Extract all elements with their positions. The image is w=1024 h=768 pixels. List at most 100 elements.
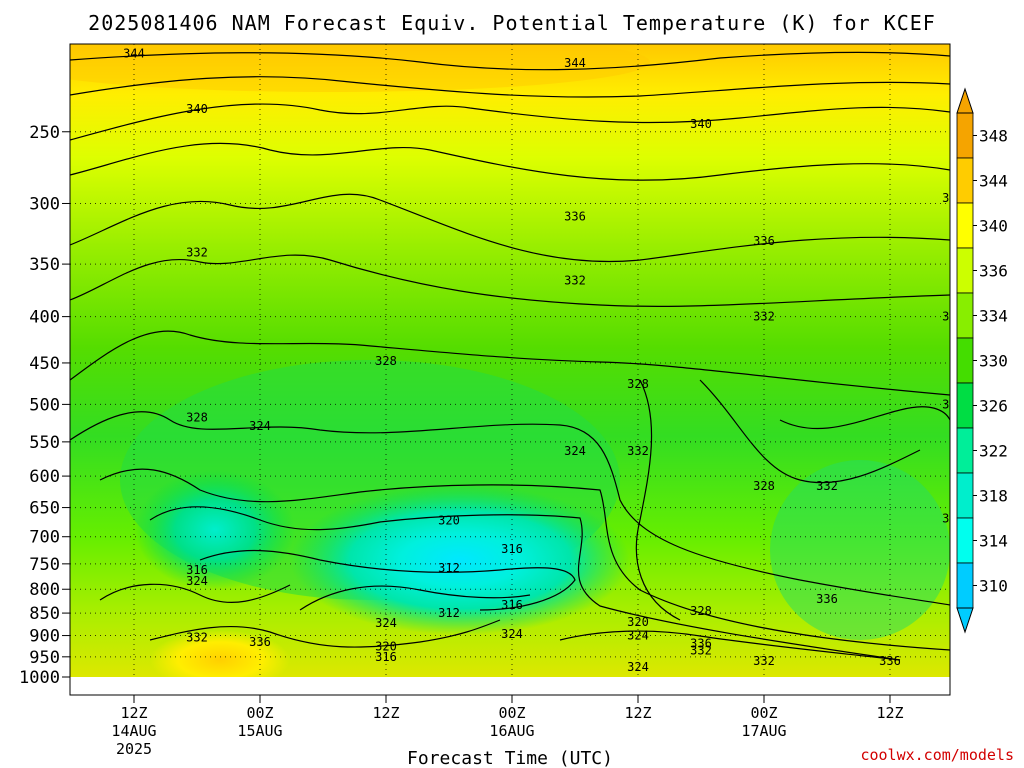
y-tick-label: 900 <box>29 627 60 647</box>
y-tick-label: 350 <box>29 255 60 275</box>
contour-label: 336 <box>249 635 271 649</box>
y-tick-label: 400 <box>29 308 60 328</box>
y-tick-label: 1000 <box>19 668 60 688</box>
contour-line <box>70 103 950 141</box>
contour-label: 336 <box>564 209 586 223</box>
contour-label: 340 <box>942 191 964 205</box>
contour-line <box>149 619 501 648</box>
contour-label: 316 <box>375 650 397 664</box>
contour-label: 324 <box>942 511 964 525</box>
credit-text: coolwx.com/models <box>860 746 1014 764</box>
x-tick-label: 00Z <box>246 704 273 722</box>
low-theta-right <box>770 460 950 640</box>
x-tick-label: 12Z <box>372 704 399 722</box>
contour-label: 316 <box>501 542 523 556</box>
plot-frame <box>69 43 951 696</box>
x-tick-date: 15AUG <box>237 722 282 740</box>
warm-top-band <box>70 44 650 92</box>
contour-label: 320 <box>375 639 397 653</box>
contour-line <box>70 142 950 181</box>
y-tick-label: 700 <box>29 528 60 548</box>
contour-label: 332 <box>816 479 838 493</box>
contour-label: 324 <box>564 444 586 458</box>
x-tick-label: 12Z <box>120 704 147 722</box>
contour-lines <box>70 51 950 661</box>
contour-line <box>635 379 681 621</box>
contour-label: 328 <box>186 411 208 425</box>
chart-title: 2025081406 NAM Forecast Equiv. Potential… <box>88 11 936 35</box>
contour-label: 332 <box>186 246 208 260</box>
y-axis: 250 300 350 400 450 500 550 600 650 700 750 800 850 9… <box>19 123 70 688</box>
x-tick-date: 14AUG <box>111 722 156 740</box>
x-axis-title: Forecast Time (UTC) <box>407 748 613 768</box>
low-theta-left <box>135 470 295 590</box>
colorbar-segment <box>956 517 974 564</box>
contour-line <box>299 585 531 611</box>
contour-label: 312 <box>438 561 460 575</box>
contour-label: 344 <box>123 47 145 61</box>
x-tick-label: 12Z <box>876 704 903 722</box>
contour-label: 332 <box>186 631 208 645</box>
plot-area: 3443443403403403363363363323323323283283… <box>70 44 964 677</box>
contour-line <box>70 254 950 307</box>
contour-label: 340 <box>186 102 208 116</box>
contour-line <box>99 468 950 651</box>
colorbar-segment <box>956 472 974 519</box>
colorbar-segment <box>956 112 974 159</box>
x-tick-label: 00Z <box>498 704 525 722</box>
y-tick-label: 750 <box>29 555 60 575</box>
contour-label: 324 <box>186 574 208 588</box>
colorbar-label: 318 <box>979 487 1008 506</box>
contour-line <box>70 51 950 71</box>
contour-label: 328 <box>942 397 964 411</box>
contour-label: 316 <box>186 563 208 577</box>
x-tick-date: 17AUG <box>741 722 786 740</box>
colorbar-label: 344 <box>979 172 1008 191</box>
y-tick-label: 650 <box>29 499 60 519</box>
contour-line <box>70 193 950 263</box>
grid-lines <box>70 44 950 677</box>
contour-label: 316 <box>501 598 523 612</box>
contour-label: 332 <box>753 654 775 668</box>
x-tick-label: 00Z <box>750 704 777 722</box>
contour-label: 324 <box>249 419 271 433</box>
contour-line <box>699 379 921 484</box>
x-tick-date: 16AUG <box>489 722 534 740</box>
contour-line <box>559 630 901 661</box>
contour-label: 312 <box>438 606 460 620</box>
colorbar-label: 330 <box>979 352 1008 371</box>
colorbar-top-arrow <box>956 87 974 114</box>
y-tick-label: 500 <box>29 395 60 415</box>
y-tick-label: 450 <box>29 354 60 374</box>
warm-surface-blob <box>150 630 290 677</box>
contour-line <box>99 583 291 603</box>
x-tick-year: 2025 <box>116 740 152 758</box>
colorbar-label: 334 <box>979 307 1008 326</box>
colorbar-segment <box>956 247 974 294</box>
contour-label: 324 <box>627 660 649 674</box>
colorbar-label: 336 <box>979 262 1008 281</box>
contour-line <box>70 330 950 396</box>
colorbar-segment <box>956 427 974 474</box>
contour-label: 332 <box>753 310 775 324</box>
colorbar-label: 348 <box>979 127 1008 146</box>
colorbar: 348 344 340 336 334 330 326 322 318 314 310 <box>956 87 1008 634</box>
contour-label: 336 <box>879 654 901 668</box>
contour-label-layer: 3443443403403403363363363323323323283283… <box>123 47 964 674</box>
y-tick-label: 850 <box>29 604 60 624</box>
contour-line <box>70 76 950 98</box>
y-tick-label: 300 <box>29 194 60 214</box>
contour-label: 328 <box>375 354 397 368</box>
contour-label: 324 <box>627 629 649 643</box>
contour-label: 336 <box>690 636 712 650</box>
contour-label: 344 <box>564 56 586 70</box>
contour-line <box>779 406 950 430</box>
y-tick-label: 600 <box>29 467 60 487</box>
contour-label: 320 <box>438 514 460 528</box>
contour-label: 332 <box>564 274 586 288</box>
colorbar-segment <box>956 202 974 249</box>
y-tick-label: 950 <box>29 648 60 668</box>
colorbar-segment <box>956 562 974 609</box>
contour-label: 336 <box>942 310 964 324</box>
